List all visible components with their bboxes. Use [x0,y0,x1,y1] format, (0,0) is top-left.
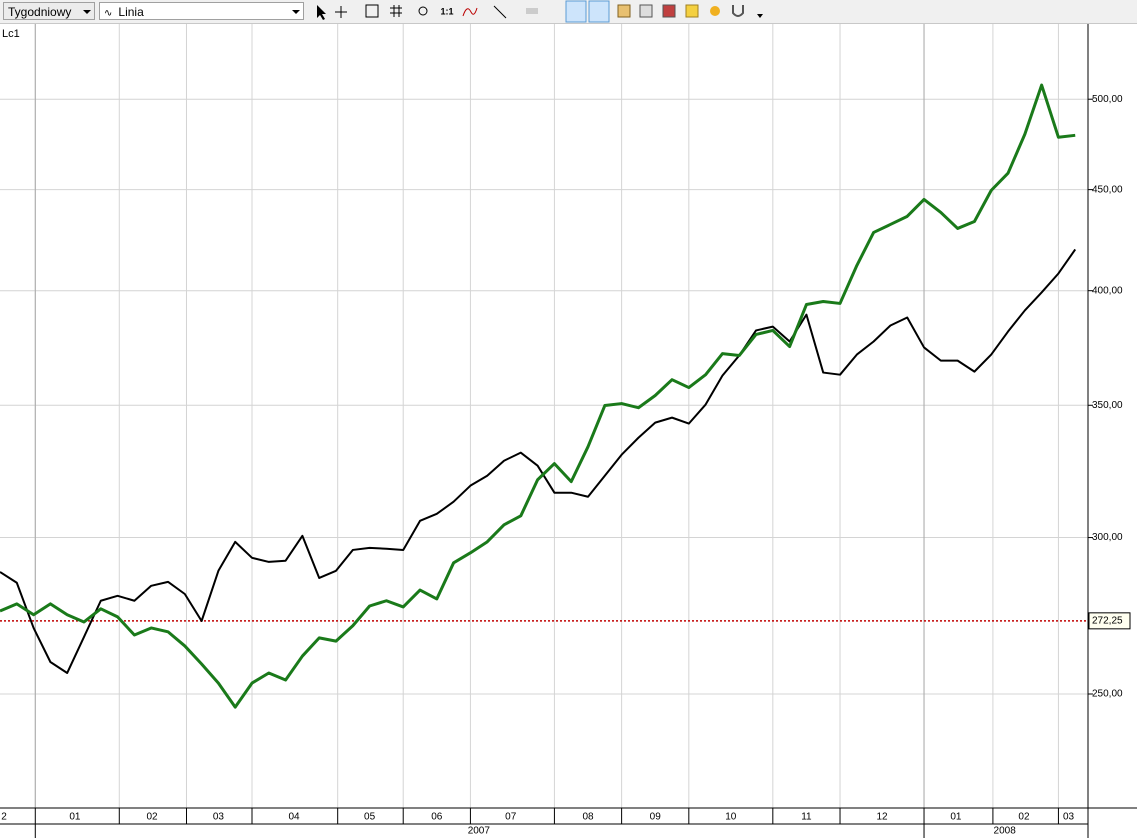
month-label: 06 [431,812,443,823]
crosshair-icon[interactable] [335,6,347,18]
month-label: 08 [582,812,594,823]
more-icon[interactable] [757,14,763,18]
info-icon[interactable] [365,4,379,18]
month-label: 11 [801,812,812,823]
line-tool-icon[interactable] [493,5,507,19]
tool-icon[interactable] [617,4,631,18]
bell-icon[interactable] [710,6,720,16]
y-tick-label: 450,00 [1092,184,1123,195]
month-label: 04 [288,812,300,823]
style-text: Linia [118,5,144,19]
magnet-icon[interactable] [732,5,744,17]
y-tick-label: 500,00 [1092,94,1123,105]
month-label: 10 [725,812,737,823]
y-tick-label: 250,00 [1092,689,1123,700]
active-tool-2[interactable] [588,0,610,23]
zoom-icon[interactable] [418,6,428,16]
month-label: 01 [69,812,81,823]
tool-icon[interactable] [662,4,676,18]
month-label: 2 [1,812,7,823]
period-dropdown[interactable]: Tygodniowy [3,2,95,20]
eraser-icon[interactable] [526,8,538,14]
month-label: 12 [876,812,888,823]
month-label: 09 [650,812,662,823]
y-tick-label: 300,00 [1092,532,1123,543]
month-label: 01 [950,812,962,823]
series-menu[interactable]: Lc1 [2,28,20,40]
toolbar: Tygodniowy ∿ Linia 1:1 [0,0,1137,24]
y-tick-label: 400,00 [1092,285,1123,296]
pointer-icon[interactable] [317,5,326,20]
chart: Lc1 250,00 300,00 350,00 400,00 450,00 500,00… [0,24,1137,838]
month-label: 02 [146,812,158,823]
zoom-label[interactable]: 1:1 [440,6,453,16]
y-tick-label: 350,00 [1092,400,1123,411]
folder-icon[interactable] [685,4,699,18]
period-text: Tygodniowy [8,5,72,19]
year-label: 2007 [468,826,491,837]
active-tool[interactable] [565,0,587,23]
series-line [0,248,1077,674]
price-tag-label: 272,25 [1092,615,1123,626]
month-label: 03 [1063,812,1075,823]
price-tag [1088,612,1131,630]
series-line [0,83,1076,709]
year-label: 2008 [994,826,1017,837]
month-label: 05 [364,812,376,823]
grid-icon[interactable] [390,5,402,17]
tool-icon[interactable] [639,4,653,18]
month-label: 07 [505,812,517,823]
month-label: 03 [213,812,225,823]
toolbar-icons: 1:1 [317,0,763,23]
month-label: 02 [1018,812,1030,823]
indicator-icon[interactable] [462,7,478,17]
style-dropdown[interactable]: ∿ Linia [99,2,304,20]
